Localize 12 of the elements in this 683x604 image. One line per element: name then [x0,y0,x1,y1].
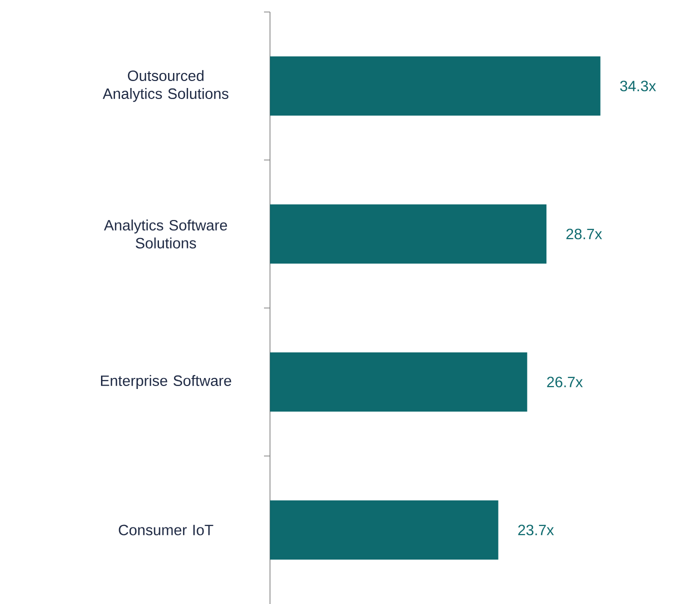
bar [270,56,600,116]
y-tick-label: Outsourced Analytics Solutions [102,70,228,102]
data-label: 34.3x [620,80,656,92]
bar [270,352,528,412]
y-tick-label: Consumer IoT [118,524,214,536]
data-label: 23.7x [518,524,554,536]
data-label: 26.7x [547,376,583,388]
y-tick-label: Analytics Software Solutions [104,219,228,248]
y-tick-label: Enterprise Software [101,374,232,389]
bar [270,204,546,264]
data-label: 28.7x [566,228,602,240]
bar [270,500,498,560]
